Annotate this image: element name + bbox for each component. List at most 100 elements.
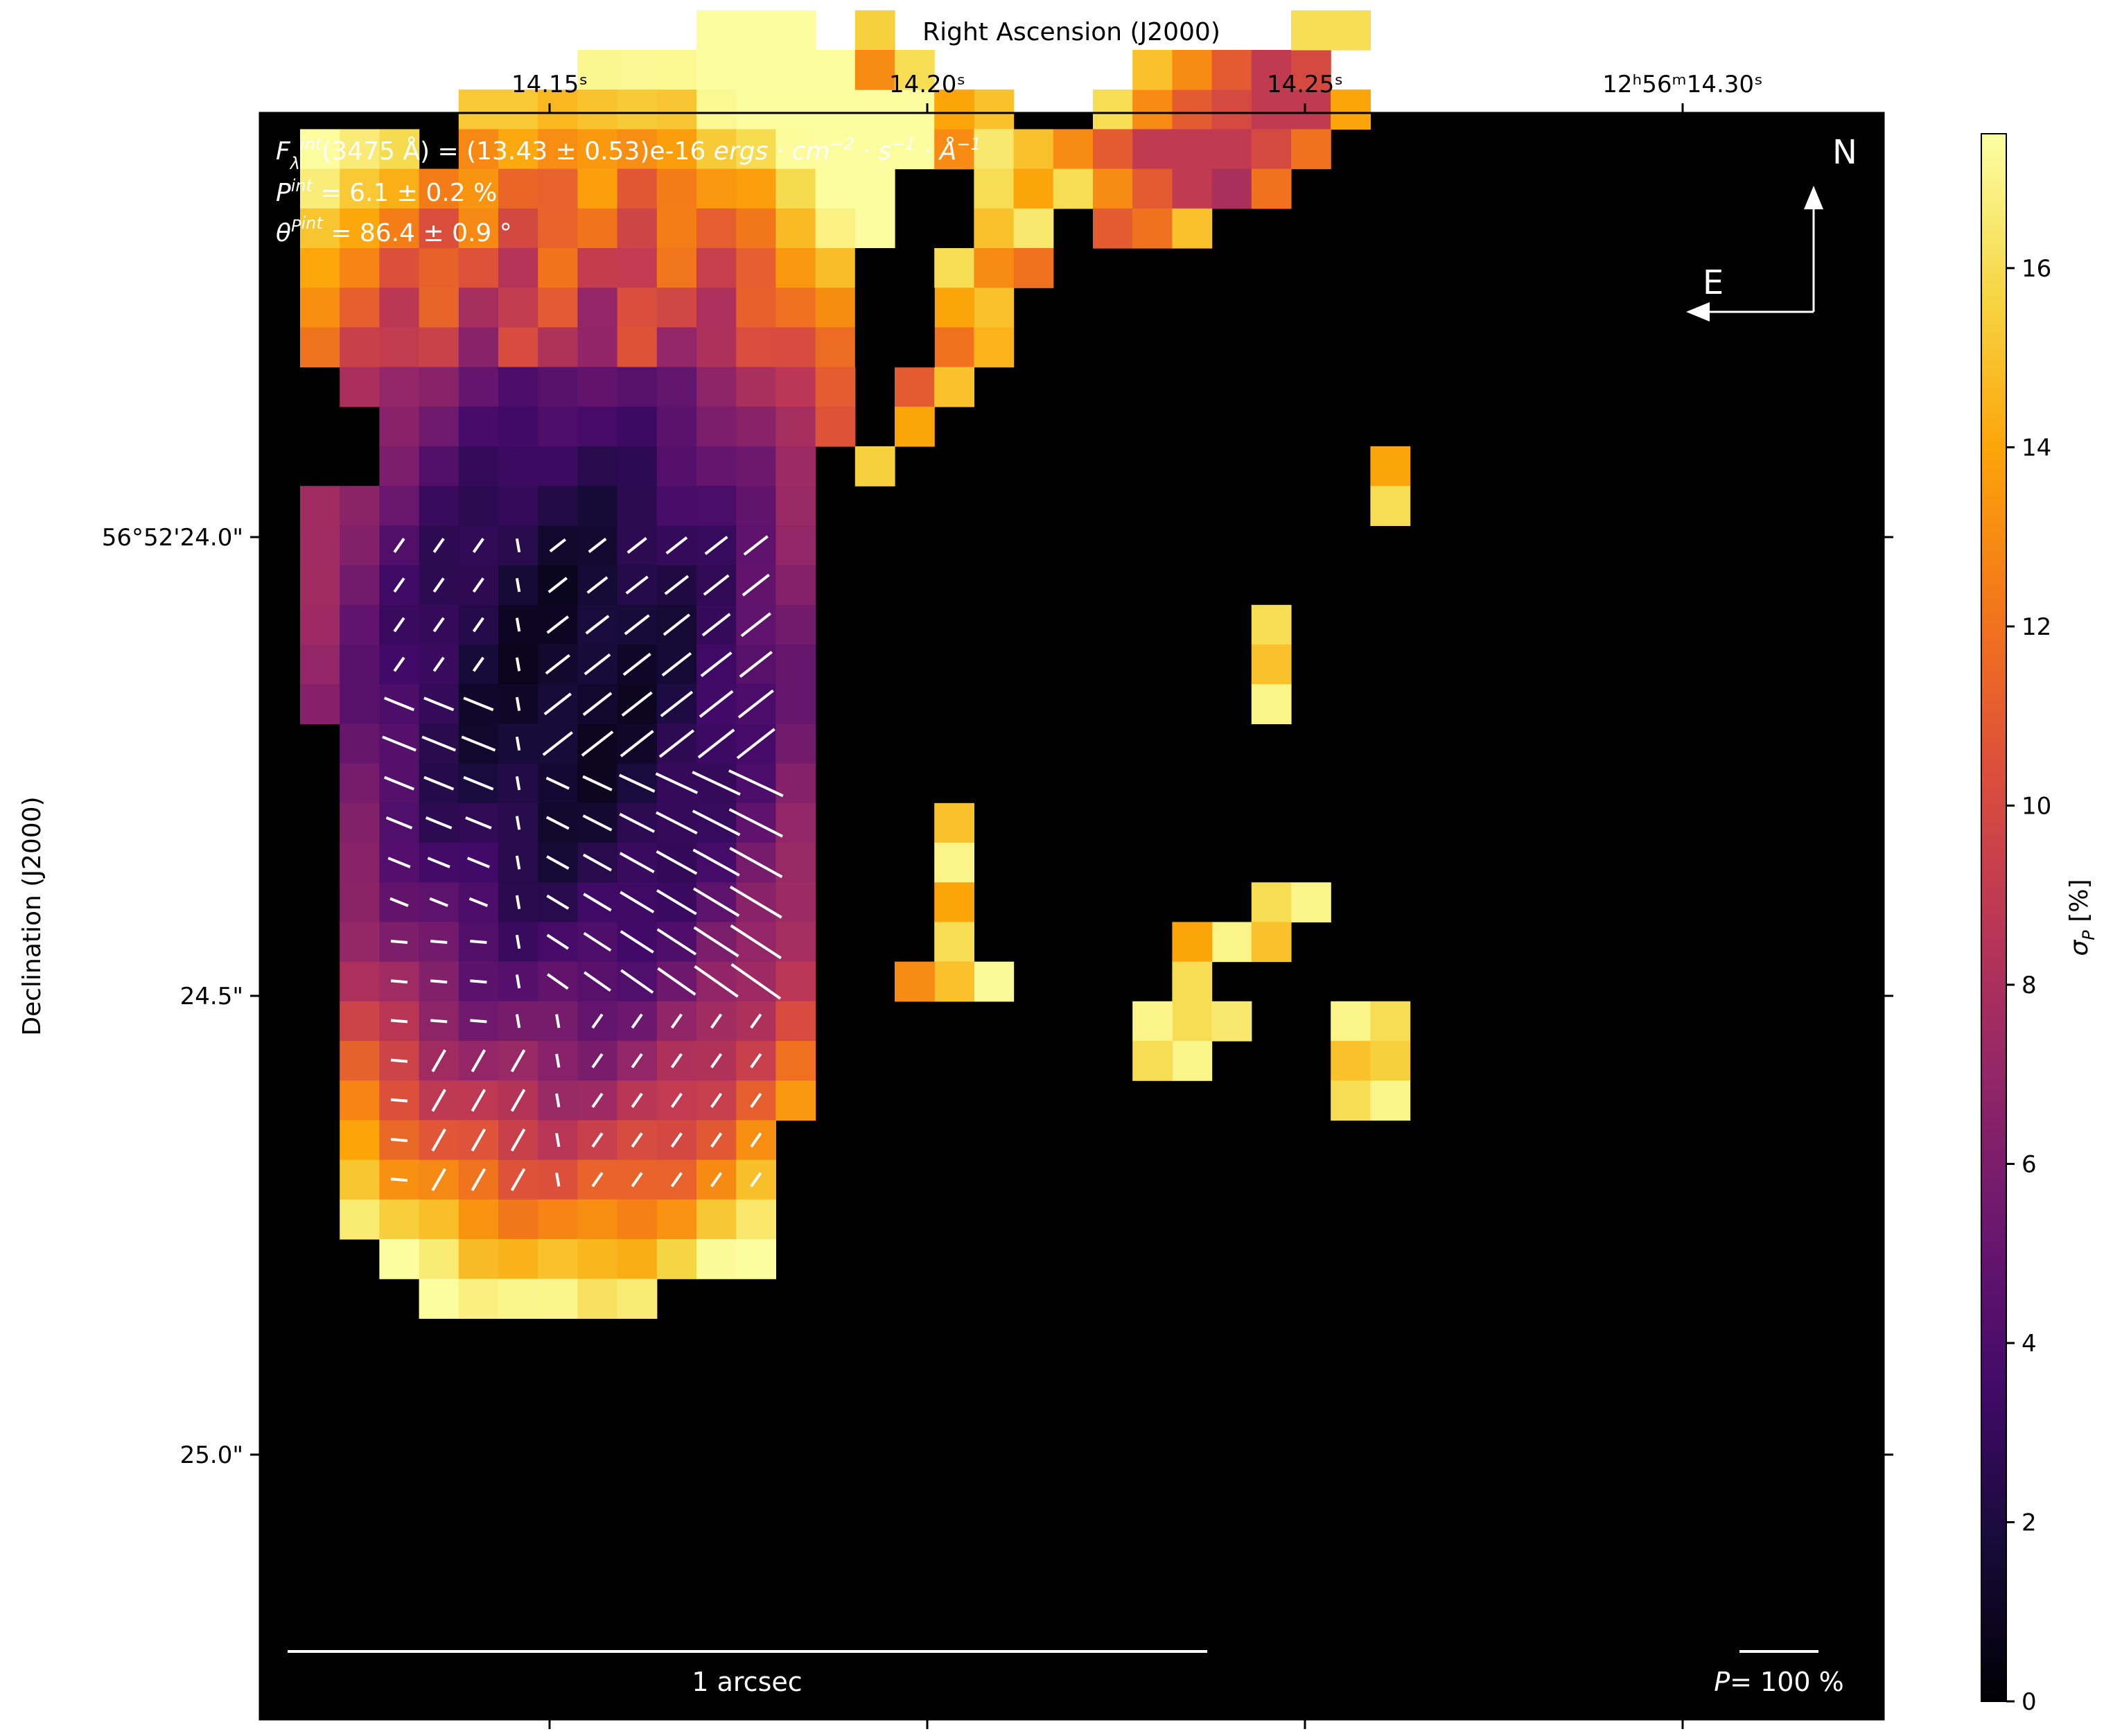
heatmap-cell (775, 168, 816, 209)
polarization-vector (670, 1172, 683, 1188)
heatmap-cell (538, 89, 578, 130)
heatmap-cell (815, 367, 856, 407)
polarization-vector (591, 1132, 604, 1148)
polarization-vector (515, 776, 521, 791)
heatmap-cell (340, 1199, 380, 1240)
heatmap-cell (577, 367, 618, 407)
polarization-vector (656, 928, 697, 956)
heatmap-cell (854, 50, 895, 90)
polarization-vector (670, 1132, 683, 1148)
heatmap-cell (1251, 684, 1292, 724)
polarization-vector (620, 891, 655, 913)
heatmap-cell (1013, 168, 1054, 209)
heatmap-cell (854, 208, 895, 249)
polarization-vector (515, 736, 521, 751)
heatmap-cell (934, 882, 974, 922)
heatmap-cell (340, 1041, 380, 1081)
colorbar-tick-label: 16 (2022, 255, 2051, 283)
heatmap-cell (736, 406, 776, 447)
heatmap-cell (775, 882, 816, 922)
heatmap-cell (379, 288, 420, 328)
heatmap-cell (656, 367, 697, 407)
polarization-vector (472, 617, 484, 633)
polarization-vector (430, 940, 448, 944)
heatmap-cell (1132, 1041, 1173, 1081)
heatmap-cell (498, 327, 538, 368)
heatmap-cell (340, 327, 380, 368)
heatmap-cell (934, 288, 974, 328)
heatmap-cell (577, 1239, 618, 1279)
heatmap-cell (577, 327, 618, 368)
polarization-vector (591, 1053, 604, 1069)
heatmap-cell (775, 1041, 816, 1081)
polarization-vector (383, 775, 415, 791)
polarization-vector (729, 847, 783, 879)
heatmap-cell (656, 288, 697, 328)
polarization-vector (692, 848, 740, 877)
polarization-scale-label: P= 100 % (1714, 1667, 1844, 1697)
polarization-vector (390, 1177, 408, 1182)
heatmap-cell (775, 208, 816, 249)
left-axis-ticks: 56°52'24.0" 24.5" 25.0" (102, 524, 260, 1469)
polarization-vector (631, 1172, 643, 1188)
heatmap-cell (1172, 50, 1213, 90)
polarization-vector (463, 775, 494, 791)
heatmap-cell (300, 129, 340, 170)
polarization-vector (619, 812, 656, 833)
heatmap-cell (656, 1239, 697, 1279)
heatmap-cell (498, 89, 538, 130)
heatmap-cell (656, 168, 697, 209)
heatmap-cell (775, 367, 816, 407)
polarization-vector (619, 852, 655, 873)
heatmap-cell (775, 10, 816, 51)
heatmap-cell (577, 486, 618, 526)
polarization-vector (383, 696, 415, 712)
polarization-vector (515, 855, 521, 870)
colorbar (1981, 133, 2007, 1702)
heatmap-cell (696, 446, 737, 486)
heatmap-cell (577, 406, 618, 447)
heatmap-cell (1093, 168, 1133, 209)
heatmap-cell (1251, 882, 1292, 922)
heatmap-cell (498, 1239, 538, 1279)
colorbar-tick-label: 8 (2022, 972, 2037, 999)
polarization-vector (750, 1053, 762, 1069)
heatmap-cell (696, 168, 737, 209)
polarization-vector (471, 1049, 486, 1073)
heatmap-cell (379, 486, 420, 526)
heatmap-cell (974, 288, 1015, 328)
heatmap-cell (340, 604, 380, 645)
heatmap-cell (1013, 129, 1054, 170)
polarization-vector (545, 816, 570, 830)
polarization-vector (622, 652, 651, 676)
heatmap-cell (775, 50, 816, 90)
heatmap-cell (1370, 1001, 1411, 1042)
heatmap-cell (498, 367, 538, 407)
heatmap-cell (934, 803, 974, 843)
heatmap-cell (815, 168, 856, 209)
heatmap-cell (934, 961, 974, 1002)
polarization-vector (625, 575, 649, 595)
plot-frame (258, 112, 1885, 1721)
bottom-axis-ticks (548, 1719, 1684, 1729)
heatmap-cell (577, 50, 618, 90)
polarization-vector (432, 617, 445, 633)
heatmap-cell (775, 248, 816, 288)
polarization-vector (656, 889, 697, 915)
polarization-vector (692, 771, 741, 796)
heatmap-cell (974, 327, 1015, 368)
heatmap-cell (1370, 486, 1411, 526)
polarization-vector (472, 656, 484, 672)
polarization-vector (393, 577, 405, 593)
heatmap-cell (895, 129, 935, 170)
compass-east-label: E (1703, 263, 1724, 302)
polarization-vector (515, 578, 521, 593)
heatmap-cell (1132, 168, 1173, 209)
heatmap-cell (815, 129, 856, 170)
polarization-vector (657, 967, 696, 996)
polarization-vectors (382, 535, 784, 1191)
heatmap-cell (696, 129, 737, 170)
polarization-vector (655, 772, 699, 794)
polarization-vector (670, 1013, 683, 1029)
polarization-vector (515, 696, 521, 711)
